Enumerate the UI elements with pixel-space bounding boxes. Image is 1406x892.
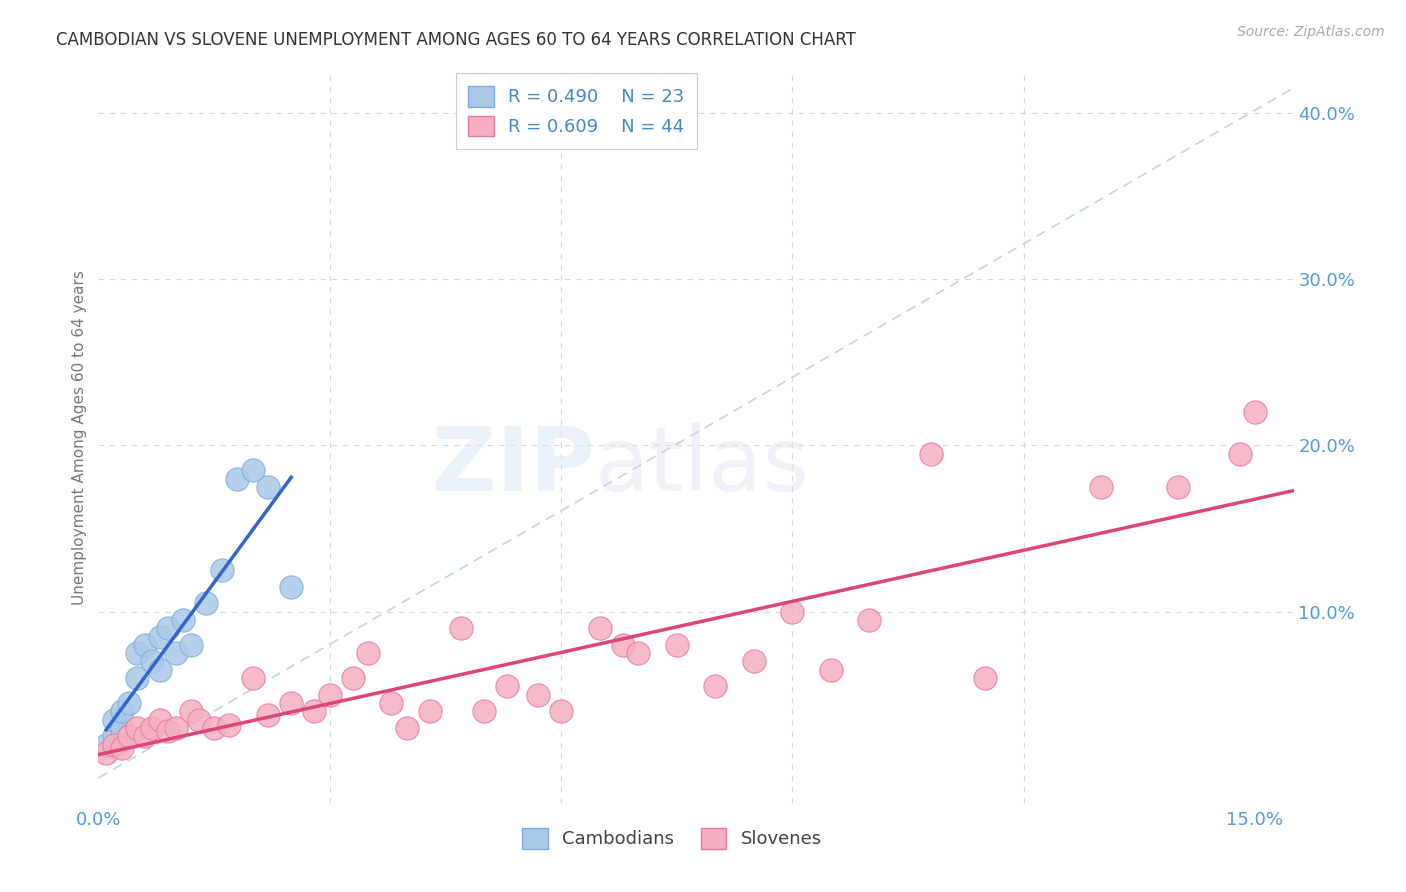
Point: [704, 680, 727, 694]
Point: [149, 663, 172, 677]
Point: [357, 646, 380, 660]
Point: [1167, 480, 1189, 494]
Point: [125, 671, 148, 685]
Point: [974, 671, 997, 685]
Point: [496, 680, 519, 694]
Point: [665, 638, 688, 652]
Point: [1229, 447, 1251, 461]
Point: [202, 721, 225, 735]
Point: [395, 721, 418, 735]
Point: [103, 713, 125, 727]
Point: [180, 638, 202, 652]
Point: [342, 671, 364, 685]
Point: [134, 729, 156, 743]
Point: [211, 563, 233, 577]
Point: [226, 472, 249, 486]
Point: [195, 596, 218, 610]
Point: [550, 705, 572, 719]
Point: [156, 724, 179, 739]
Point: [588, 621, 610, 635]
Point: [110, 740, 132, 755]
Point: [94, 746, 117, 760]
Point: [149, 713, 172, 727]
Point: [165, 646, 187, 660]
Point: [118, 729, 141, 743]
Text: ZIP: ZIP: [432, 423, 595, 510]
Point: [218, 717, 240, 731]
Point: [527, 688, 550, 702]
Point: [172, 613, 194, 627]
Point: [820, 663, 842, 677]
Point: [103, 738, 125, 752]
Point: [242, 671, 264, 685]
Point: [380, 696, 402, 710]
Point: [156, 621, 179, 635]
Point: [125, 721, 148, 735]
Point: [627, 646, 650, 660]
Point: [103, 729, 125, 743]
Point: [180, 705, 202, 719]
Point: [920, 447, 942, 461]
Point: [319, 688, 342, 702]
Point: [110, 705, 132, 719]
Point: [125, 646, 148, 660]
Point: [858, 613, 880, 627]
Point: [280, 580, 302, 594]
Y-axis label: Unemployment Among Ages 60 to 64 years: Unemployment Among Ages 60 to 64 years: [72, 269, 87, 605]
Point: [1090, 480, 1112, 494]
Point: [118, 729, 141, 743]
Point: [304, 705, 326, 719]
Point: [110, 721, 132, 735]
Text: Source: ZipAtlas.com: Source: ZipAtlas.com: [1237, 25, 1385, 39]
Text: atlas: atlas: [595, 423, 810, 510]
Point: [165, 721, 187, 735]
Point: [242, 463, 264, 477]
Point: [94, 738, 117, 752]
Text: CAMBODIAN VS SLOVENE UNEMPLOYMENT AMONG AGES 60 TO 64 YEARS CORRELATION CHART: CAMBODIAN VS SLOVENE UNEMPLOYMENT AMONG …: [56, 31, 856, 49]
Point: [187, 713, 209, 727]
Point: [450, 621, 472, 635]
Point: [1244, 405, 1267, 419]
Point: [419, 705, 441, 719]
Point: [134, 638, 156, 652]
Point: [257, 480, 280, 494]
Point: [472, 705, 495, 719]
Point: [141, 721, 163, 735]
Point: [257, 707, 280, 722]
Point: [612, 638, 634, 652]
Point: [782, 605, 804, 619]
Legend: Cambodians, Slovenes: Cambodians, Slovenes: [515, 821, 830, 856]
Point: [149, 630, 172, 644]
Point: [280, 696, 302, 710]
Point: [742, 655, 765, 669]
Point: [141, 655, 163, 669]
Point: [118, 696, 141, 710]
